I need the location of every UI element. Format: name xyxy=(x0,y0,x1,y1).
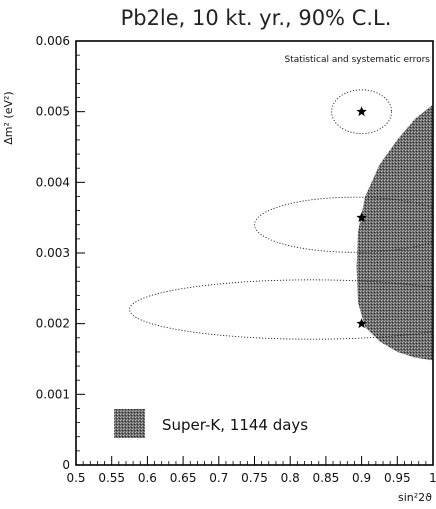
best-fit-star-1 xyxy=(356,106,367,117)
y-tick-label: 0.004 xyxy=(36,175,70,189)
legend-swatch xyxy=(114,409,145,438)
x-tick-label: 0.95 xyxy=(384,471,411,485)
y-tick-label: 0.001 xyxy=(36,387,70,401)
x-tick-label: 0.6 xyxy=(138,471,157,485)
x-tick-label: 0.65 xyxy=(170,471,197,485)
x-axis-label: sin²2ϑ xyxy=(398,491,432,504)
region-super-k xyxy=(356,41,433,361)
best-fit-star-2 xyxy=(356,212,367,223)
legend-label: Super-K, 1144 days xyxy=(162,416,308,434)
confidence-ellipse-1 xyxy=(331,89,393,135)
x-tick-label: 0.7 xyxy=(209,471,228,485)
x-tick-label: 1 xyxy=(429,471,436,485)
annotation-errors: Statistical and systematic errors xyxy=(285,55,431,65)
y-tick-label: 0.006 xyxy=(36,34,70,48)
chart-title: Pb2le, 10 kt. yr., 90% C.L. xyxy=(121,6,392,30)
y-axis-label: Δm² (eV²) xyxy=(2,91,15,144)
x-tick-label: 0.5 xyxy=(66,471,85,485)
y-tick-label: 0.002 xyxy=(36,317,70,331)
x-tick-label: 0.85 xyxy=(313,471,340,485)
x-tick-label: 0.75 xyxy=(241,471,268,485)
x-tick-label: 0.9 xyxy=(352,471,371,485)
x-tick-label: 0.55 xyxy=(98,471,125,485)
best-fit-star-3 xyxy=(356,318,367,329)
confidence-ellipse-2 xyxy=(254,196,433,253)
y-tick-label: 0.005 xyxy=(36,105,70,119)
y-tick-label: 0 xyxy=(62,458,70,472)
x-tick-label: 0.8 xyxy=(281,471,300,485)
y-tick-label: 0.003 xyxy=(36,246,70,260)
